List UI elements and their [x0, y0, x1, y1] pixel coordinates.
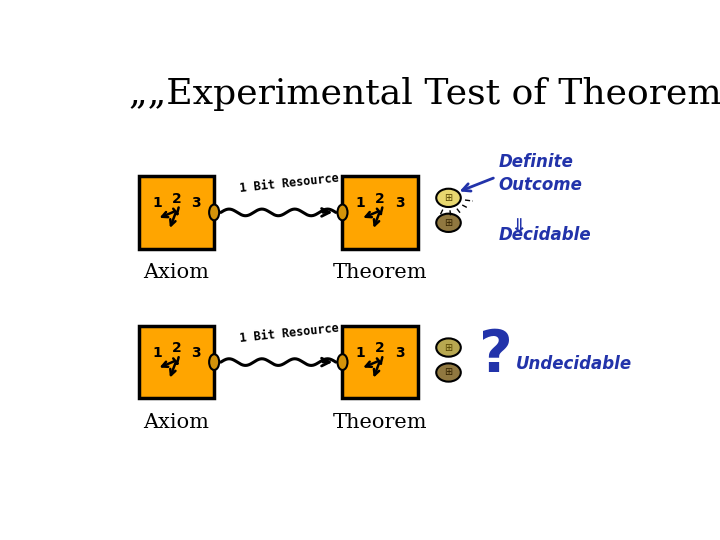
Circle shape	[436, 214, 461, 232]
Ellipse shape	[338, 205, 348, 220]
FancyBboxPatch shape	[343, 176, 418, 249]
Text: Axiom: Axiom	[143, 413, 210, 432]
Text: 1 Bit Resource: 1 Bit Resource	[239, 172, 340, 195]
Text: 1 Bit Resource: 1 Bit Resource	[239, 321, 340, 345]
Text: 3: 3	[192, 197, 201, 210]
Ellipse shape	[209, 354, 219, 370]
Text: 1: 1	[152, 197, 162, 210]
Text: ⊞: ⊞	[444, 218, 453, 228]
Text: 3: 3	[192, 346, 201, 360]
Text: ?: ?	[480, 327, 513, 384]
Circle shape	[436, 339, 461, 357]
Text: 2: 2	[375, 192, 385, 206]
Ellipse shape	[338, 354, 348, 370]
Text: „„Experimental Test of Theorems“: „„Experimental Test of Theorems“	[129, 77, 720, 111]
Text: Outcome: Outcome	[499, 176, 582, 194]
Text: 2: 2	[375, 341, 385, 355]
Text: 1: 1	[356, 346, 366, 360]
Text: ⊞: ⊞	[444, 193, 453, 203]
Text: Undecidable: Undecidable	[516, 355, 631, 373]
Text: 2: 2	[171, 192, 181, 206]
Text: Definite: Definite	[499, 153, 574, 171]
FancyBboxPatch shape	[139, 176, 214, 249]
Text: ⊞: ⊞	[444, 342, 453, 353]
Text: ⇓: ⇓	[510, 217, 526, 235]
Text: Theorem: Theorem	[333, 413, 428, 432]
Text: Theorem: Theorem	[333, 264, 428, 282]
FancyBboxPatch shape	[139, 326, 214, 399]
Text: 3: 3	[395, 346, 405, 360]
Text: 1: 1	[356, 197, 366, 210]
Text: 3: 3	[395, 197, 405, 210]
Circle shape	[436, 363, 461, 382]
Text: ⊞: ⊞	[444, 368, 453, 377]
FancyBboxPatch shape	[343, 326, 418, 399]
Text: Axiom: Axiom	[143, 264, 210, 282]
Text: 1: 1	[152, 346, 162, 360]
Text: Decidable: Decidable	[499, 226, 591, 244]
Ellipse shape	[209, 205, 219, 220]
Circle shape	[436, 188, 461, 207]
Text: 2: 2	[171, 341, 181, 355]
